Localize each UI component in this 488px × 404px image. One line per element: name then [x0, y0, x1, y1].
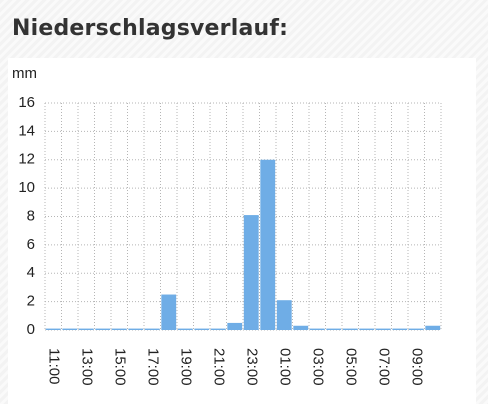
bar	[111, 328, 127, 330]
bar	[293, 325, 309, 330]
y-tick-label: 4	[27, 264, 35, 281]
x-tick-label: 09:00	[408, 348, 425, 386]
y-tick-label: 2	[27, 293, 35, 310]
y-axis-label: mm	[12, 65, 37, 82]
bar	[309, 328, 325, 330]
x-tick-label: 23:00	[243, 348, 260, 386]
bar	[128, 328, 144, 330]
bar	[194, 328, 210, 330]
y-tick-label: 6	[27, 236, 35, 253]
bar	[276, 300, 292, 330]
x-tick-label: 01:00	[276, 348, 293, 386]
bar	[95, 328, 111, 330]
bar	[144, 328, 160, 330]
y-tick-label: 12	[18, 151, 35, 168]
y-tick-label: 16	[18, 94, 35, 111]
bar	[210, 328, 226, 330]
bar	[161, 294, 177, 330]
y-tick-label: 8	[27, 207, 35, 224]
x-tick-label: 19:00	[177, 348, 194, 386]
bar	[359, 328, 375, 330]
bar	[177, 328, 193, 330]
x-tick-label: 03:00	[309, 348, 326, 386]
chart-panel	[8, 58, 476, 404]
x-tick-label: 07:00	[375, 348, 392, 386]
bar	[78, 328, 94, 330]
y-tick-label: 10	[18, 179, 35, 196]
bar	[392, 328, 408, 330]
bar	[260, 159, 276, 330]
bar	[243, 215, 259, 330]
x-tick-label: 05:00	[342, 348, 359, 386]
bar	[227, 322, 243, 330]
x-tick-label: 15:00	[111, 348, 128, 386]
y-tick-label: 0	[27, 321, 35, 338]
x-tick-label: 13:00	[78, 348, 95, 386]
bar	[425, 325, 441, 330]
bar	[62, 328, 78, 330]
y-tick-label: 14	[18, 122, 35, 139]
bar	[326, 328, 342, 330]
bar	[45, 328, 61, 330]
x-tick-label: 11:00	[45, 348, 62, 384]
x-tick-label: 21:00	[210, 348, 227, 386]
bar	[342, 328, 358, 330]
page-title: Niederschlagsverlauf:	[12, 16, 289, 41]
bar	[408, 328, 424, 330]
x-tick-label: 17:00	[144, 348, 161, 386]
bar	[375, 328, 391, 330]
